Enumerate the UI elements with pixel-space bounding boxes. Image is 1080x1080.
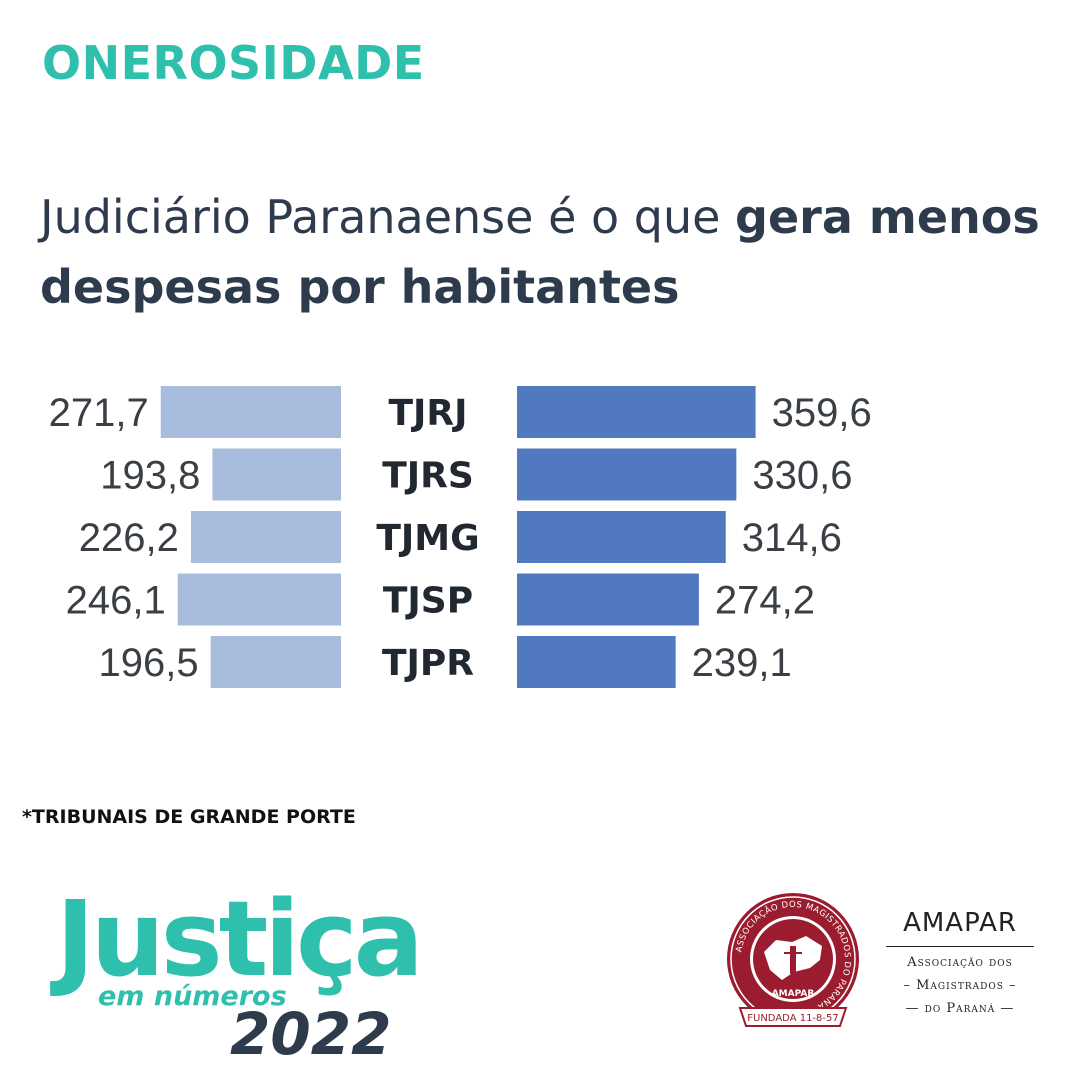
seal-bottom-text: FUNDADA 11-8-57	[747, 1013, 839, 1024]
justice-figure-icon	[784, 946, 802, 974]
label-right-tjpr: 239,1	[692, 641, 792, 685]
category-label-tjrs: TJRS	[382, 456, 474, 497]
headline: Judiciário Paranaense é o que gera menos…	[40, 182, 1040, 322]
kicker-title: ONEROSIDADE	[42, 36, 425, 90]
logo-word: Justiça	[56, 878, 424, 1000]
butterfly-bar-chart: 271,7 359,6 TJRJ 193,8 330,6 TJRS 226,2 314,6 TJ…	[49, 386, 872, 688]
bar-left-tjrs	[212, 448, 341, 501]
amapar-line-1: Associação dos	[907, 955, 1013, 970]
label-left-tjrs: 193,8	[100, 454, 200, 498]
bar-right-tjmg	[517, 511, 726, 563]
amapar-seal-icon: ASSOCIAÇÃO DOS MAGISTRADOS DO PARANÁ AMA…	[727, 893, 859, 1027]
category-label-tjsp: TJSP	[383, 581, 473, 622]
logo-year: 2022	[230, 1000, 392, 1068]
label-right-tjmg: 314,6	[742, 516, 842, 560]
label-left-tjmg: 226,2	[79, 516, 179, 560]
bar-left-tjrj	[160, 386, 341, 438]
bar-right-tjrj	[517, 386, 756, 438]
category-label-tjrj: TJRJ	[388, 393, 467, 434]
footnote: *TRIBUNAIS DE GRANDE PORTE	[22, 806, 356, 828]
label-left-tjsp: 246,1	[66, 579, 166, 623]
logo-subtitle: em números	[98, 981, 287, 1012]
bar-right-tjsp	[517, 573, 699, 626]
category-label-tjpr: TJPR	[382, 643, 474, 684]
label-right-tjrs: 330,6	[752, 454, 852, 498]
amapar-wordmark: AMAPAR Associação dos – Magistrados – — …	[886, 908, 1034, 1016]
label-right-tjrj: 359,6	[772, 391, 872, 435]
bar-left-tjsp	[177, 573, 341, 626]
label-right-tjsp: 274,2	[715, 579, 815, 623]
headline-part2: gera menos despesas por habitantes	[40, 190, 1040, 314]
bar-left-tjpr	[210, 636, 341, 688]
label-left-tjrj: 271,7	[49, 391, 149, 435]
bar-left-tjmg	[190, 511, 341, 563]
bar-right-tjpr	[517, 636, 676, 688]
justica-em-numeros-logo: Justiça em números 2022	[50, 887, 424, 1068]
seal-center-text: AMAPAR	[772, 989, 815, 999]
headline-part1: Judiciário Paranaense é o que	[40, 190, 736, 244]
bar-right-tjrs	[517, 448, 737, 501]
amapar-line-2: – Magistrados –	[903, 978, 1017, 993]
category-label-tjmg: TJMG	[376, 518, 479, 559]
seal-ribbon	[738, 1007, 848, 1027]
label-left-tjpr: 196,5	[99, 641, 199, 685]
amapar-name: AMAPAR	[886, 908, 1034, 947]
amapar-line-3: — do Paraná —	[905, 1001, 1015, 1016]
